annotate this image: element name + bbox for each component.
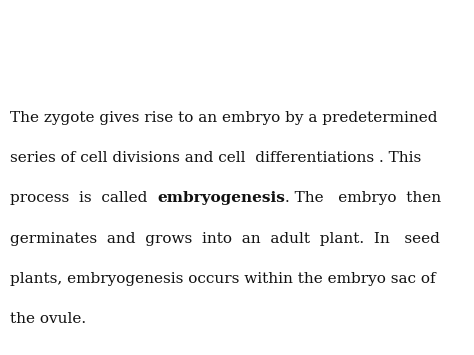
Text: (Monocot and Dicot): (Monocot and Dicot): [112, 65, 295, 83]
Text: . The   embryo  then: . The embryo then: [285, 191, 442, 205]
Text: Structure  and  Development  of  embryo: Structure and Development of embryo: [51, 21, 423, 39]
Text: process  is  called: process is called: [10, 191, 157, 205]
Text: plants, embryogenesis occurs within the embryo sac of: plants, embryogenesis occurs within the …: [10, 272, 436, 286]
Text: germinates  and  grows  into  an  adult  plant.  In   seed: germinates and grows into an adult plant…: [10, 231, 440, 246]
Text: the ovule.: the ovule.: [10, 312, 87, 326]
Text: series of cell divisions and cell  differentiations . This: series of cell divisions and cell differ…: [10, 151, 422, 165]
Text: embryogenesis: embryogenesis: [157, 191, 285, 205]
Text: The zygote gives rise to an embryo by a predetermined: The zygote gives rise to an embryo by a …: [10, 111, 438, 125]
